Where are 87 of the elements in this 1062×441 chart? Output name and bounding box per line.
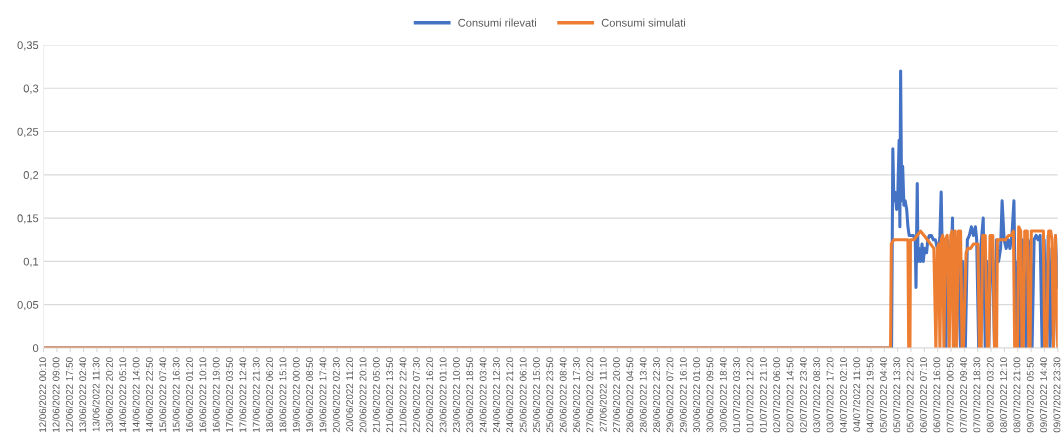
x-tick-label: 22/06/2022 07:30: [412, 357, 420, 433]
y-tick-label: 0,3: [23, 84, 39, 94]
x-tick-label: 19/06/2022 00:00: [292, 357, 300, 432]
x-tick-label: 07/07/2022 18:30: [973, 357, 981, 433]
x-tick-label: 13/06/2022 02:40: [79, 357, 87, 432]
x-tick-label: 17/06/2022 12:40: [239, 357, 247, 432]
x-tick-label: 29/06/2022 07:20: [666, 357, 674, 433]
x-tick-label: 21/06/2022 13:50: [385, 357, 394, 433]
x-tick-label: 20/06/2022 20:10: [359, 357, 367, 433]
x-tick-label: 08/07/2022 12:10: [999, 357, 1007, 433]
x-tick-label: 08/07/2022 21:00: [1013, 357, 1021, 433]
x-tick-label: 26/06/2022 17:30: [572, 357, 580, 433]
x-tick-label: 03/07/2022 08:30: [813, 357, 821, 433]
x-tick-label: 03/07/2022 17:20: [826, 357, 834, 433]
x-tick-label: 12/06/2022 09:00: [52, 357, 60, 432]
x-tick-label: 22/06/2022 16:20: [426, 357, 434, 433]
y-tick-label: 0,1: [23, 257, 39, 267]
legend-label: Consumi simulati: [601, 18, 686, 27]
x-tick-label: 19/06/2022 17:40: [319, 357, 327, 432]
x-tick-label: 23/06/2022 18:50: [466, 357, 474, 433]
x-tick-label: 07/07/2022 00:50: [946, 357, 954, 433]
x-tick-label: 01/07/2022 12:20: [746, 357, 754, 433]
y-tick-label: 0,2: [23, 171, 39, 181]
x-tick-label: 30/06/2022 18:40: [719, 357, 727, 433]
legend-label: Consumi rilevati: [458, 18, 537, 27]
x-tick-label: 05/07/2022 04:40: [879, 357, 887, 433]
x-tick-label: 29/06/2022 16:10: [679, 357, 687, 433]
x-tick-label: 24/06/2022 12:30: [492, 357, 500, 433]
x-tick-label: 28/06/2022 13:40: [639, 357, 647, 433]
y-tick-label: 0,05: [17, 300, 39, 311]
x-tick-label: 21/06/2022 05:00: [372, 357, 380, 433]
x-tick-label: 19/06/2022 08:50: [305, 357, 314, 432]
x-tick-label: 13/06/2022 20:20: [105, 357, 113, 432]
x-tick-label: 14/06/2022 05:10: [119, 357, 127, 432]
x-tick-label: 15/06/2022 16:30: [172, 357, 180, 432]
x-tick-label: 09/07/2022 05:50: [1026, 357, 1034, 433]
x-tick-label: 04/07/2022 02:10: [839, 357, 847, 433]
x-tick-label: 23/06/2022 01:10: [439, 357, 447, 433]
x-tick-label: 05/07/2022 13:30: [893, 357, 901, 433]
x-tick-label: 15/06/2022 07:40: [159, 357, 167, 432]
x-tick-label: 12/06/2022 17:50: [65, 357, 73, 432]
x-tick-label: 27/06/2022 11:10: [599, 357, 607, 432]
x-tick-label: 25/06/2022 23:50: [546, 357, 554, 433]
x-tick-label: 20/06/2022 11:20: [345, 357, 354, 432]
x-tick-label: 06/07/2022 16:00: [933, 357, 941, 433]
x-tick-label: 23/06/2022 10:00: [452, 357, 460, 433]
x-tick-label: 30/06/2022 01:00: [692, 357, 701, 433]
x-tick-label: 05/07/2022 22:20: [906, 357, 914, 433]
x-tick-label: 17/06/2022 03:50: [225, 357, 233, 432]
x-tick-label: 09/07/2022 14:40: [1039, 357, 1048, 433]
x-tick-label: 06/07/2022 07:10: [919, 357, 927, 433]
x-tick-label: 07/07/2022 09:40: [959, 357, 967, 433]
x-tick-label: 18/06/2022 06:20: [265, 357, 274, 432]
x-tick-label: 02/07/2022 23:40: [799, 357, 807, 433]
y-tick-label: 0,35: [17, 41, 39, 51]
x-tick-label: 24/06/2022 21:20: [506, 357, 514, 433]
x-tick-label: 25/06/2022 15:00: [532, 357, 540, 433]
x-tick-label: 12/06/2022 00:10: [39, 357, 47, 432]
x-tick-label: 27/06/2022 02:20: [586, 357, 594, 433]
x-tick-label: 28/06/2022 22:30: [652, 357, 661, 433]
x-tick-label: 16/06/2022 19:00: [212, 357, 220, 432]
x-tick-label: 09/07/2022 23:30: [1053, 357, 1061, 433]
x-tick-label: 20/06/2022 02:30: [332, 357, 340, 433]
x-tick-label: 16/06/2022 01:20: [185, 357, 193, 432]
x-tick-label: 18/06/2022 15:10: [279, 357, 287, 432]
y-tick-label: 0: [32, 344, 39, 353]
x-tick-label: 14/06/2022 14:00: [132, 357, 140, 432]
x-tick-label: 16/06/2022 10:10: [199, 357, 207, 432]
x-tick-label: 30/06/2022 09:50: [706, 357, 714, 433]
x-tick-label: 02/07/2022 14:50: [786, 357, 794, 433]
x-tick-label: 28/06/2022 04:50: [626, 357, 634, 433]
x-tick-label: 26/06/2022 08:40: [559, 357, 567, 433]
x-tick-label: 27/06/2022 20:00: [612, 357, 620, 433]
x-tick-label: 08/07/2022 03:20: [986, 357, 994, 433]
x-tick-label: 13/06/2022 11:30: [92, 357, 100, 432]
x-tick-label: 01/07/2022 21:10: [759, 357, 767, 433]
x-tick-label: 04/07/2022 11:00: [853, 357, 861, 432]
x-tick-label: 14/06/2022 22:50: [145, 357, 153, 432]
y-tick-label: 0,15: [17, 214, 39, 224]
x-tick-label: 24/06/2022 03:40: [479, 357, 487, 433]
x-tick-label: 17/06/2022 21:30: [252, 357, 260, 432]
x-tick-label: 25/06/2022 06:10: [519, 357, 527, 433]
x-tick-label: 21/06/2022 22:40: [399, 357, 407, 433]
x-tick-label: 02/07/2022 06:00: [772, 357, 781, 433]
x-tick-label: 04/07/2022 19:50: [866, 357, 874, 433]
y-tick-label: 0,25: [17, 127, 39, 137]
x-tick-label: 01/07/2022 03:30: [732, 357, 741, 433]
